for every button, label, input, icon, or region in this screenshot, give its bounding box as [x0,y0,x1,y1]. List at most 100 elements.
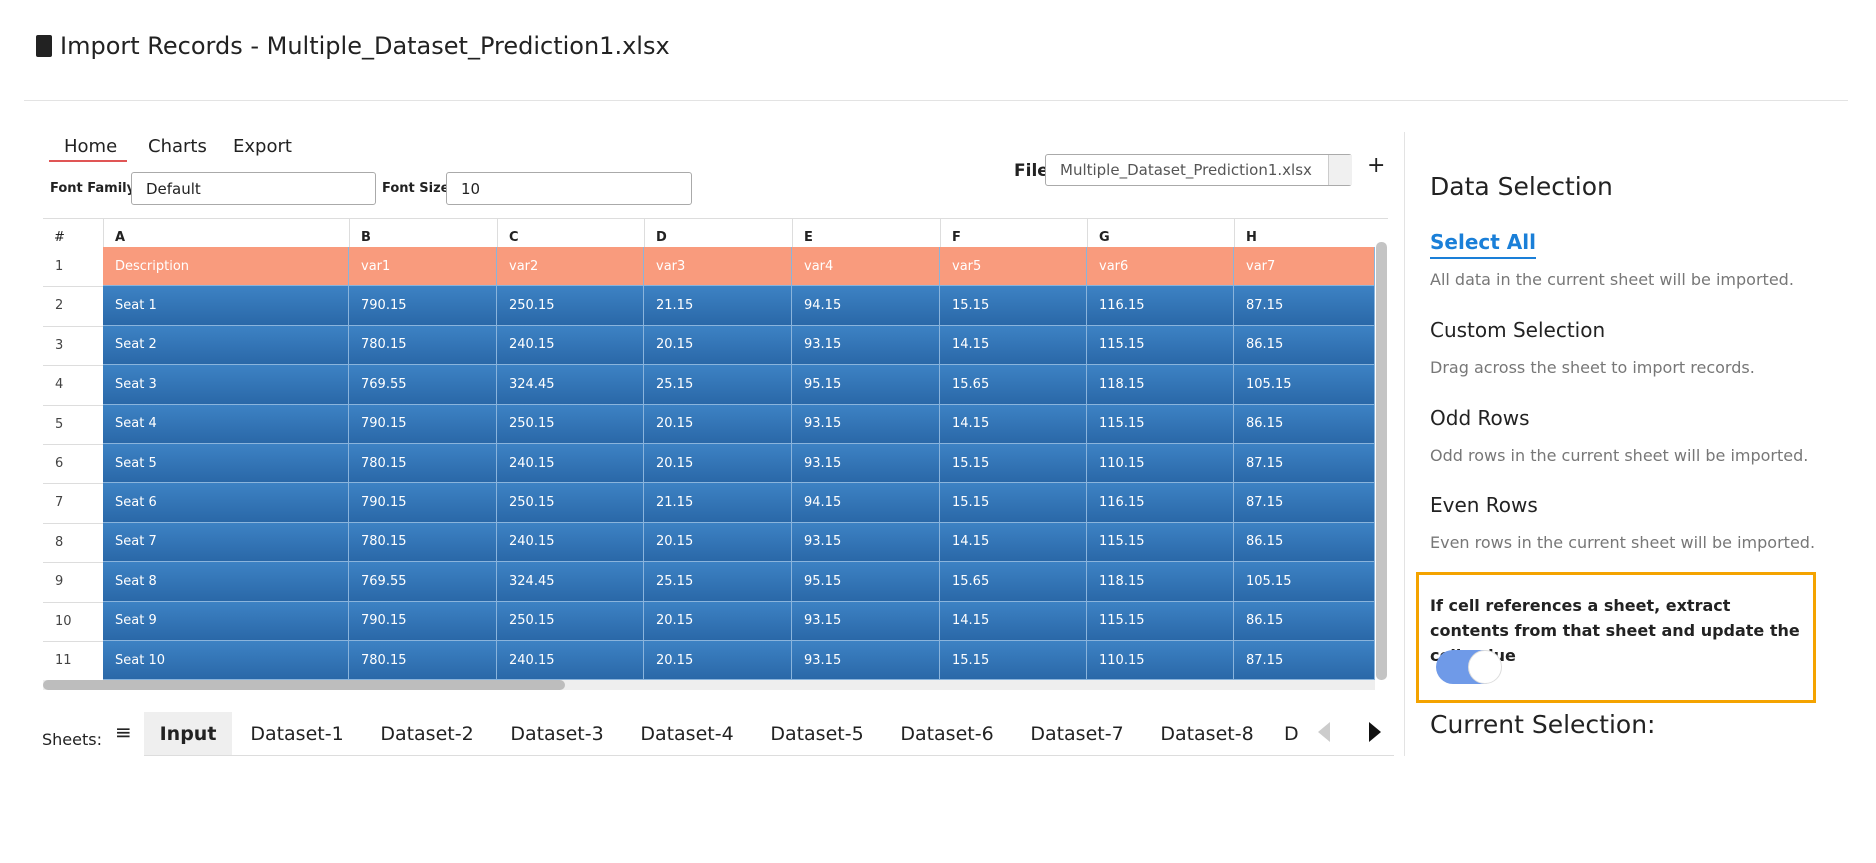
cell: 20.15 [644,601,792,641]
scroll-right[interactable] [1369,722,1381,742]
sheet-line [144,755,1394,756]
sheet-tab[interactable]: Dataset-3 [510,723,604,745]
cell: 94.15 [792,483,940,523]
cell: 105.15 [1234,562,1375,602]
cell: Seat 8 [103,562,349,602]
cell: 115.15 [1087,522,1234,563]
cell: 15.15 [940,286,1087,326]
cell: 118.15 [1087,562,1234,602]
add-button[interactable]: + [1367,153,1386,178]
cell: Seat 10 [103,641,349,680]
row-line [43,365,103,367]
cell: 15.65 [940,365,1087,405]
cell: 93.15 [792,444,940,484]
option-description: Even rows in the current sheet will be i… [1430,533,1816,552]
h-scrollbar[interactable] [43,680,565,690]
scroll-left[interactable] [1318,722,1330,742]
option-title[interactable]: Select All [1430,230,1536,259]
cell: 93.15 [792,325,940,366]
cell: 116.15 [1087,483,1234,523]
cell: 110.15 [1087,444,1234,484]
row-line [43,562,103,564]
sheet-tab[interactable]: Dataset-6 [900,723,994,745]
select[interactable]: Default [131,172,376,205]
cell: 790.15 [349,483,497,523]
sheet-tab[interactable]: D [1284,723,1299,745]
toggle-knob [1468,650,1502,684]
cell: 250.15 [497,601,644,641]
row-line [43,404,103,406]
cell: var7 [1234,247,1375,287]
cell: 790.15 [349,286,497,326]
cell: 20.15 [644,444,792,484]
cell: Seat 9 [103,601,349,641]
cell: 20.15 [644,404,792,444]
cell: 790.15 [349,404,497,444]
menu-tab[interactable]: Charts [148,136,207,157]
label: Font Family: [50,181,141,196]
cell: Seat 5 [103,444,349,484]
column-header: A [115,230,126,245]
row-line [43,641,103,642]
menu-tab[interactable]: Home [64,136,118,157]
sheet-tab[interactable]: Dataset-2 [380,723,474,745]
cell: 21.15 [644,483,792,523]
select[interactable]: 10 [446,172,692,205]
cell: 240.15 [497,641,644,680]
cell: 20.15 [644,325,792,366]
cell: 87.15 [1234,286,1375,326]
cell: 324.45 [497,365,644,405]
dropdown-arrow [1328,155,1352,185]
cell: 116.15 [1087,286,1234,326]
cell: 769.55 [349,365,497,405]
sheet-tab[interactable]: Dataset-1 [250,723,344,745]
cell: 87.15 [1234,444,1375,484]
v-scrollbar[interactable] [1376,242,1387,680]
option-title[interactable]: Odd Rows [1430,406,1530,430]
cell: 15.15 [940,641,1087,680]
cell: 780.15 [349,522,497,563]
cell: var1 [349,247,497,287]
title: Import Records - Multiple_Dataset_Predic… [60,32,670,60]
row-number: 9 [55,574,64,590]
cell: 240.15 [497,444,644,484]
option-title[interactable]: Custom Selection [1430,318,1606,342]
cell: 25.15 [644,365,792,405]
cell: 93.15 [792,601,940,641]
menu-tab[interactable]: Export [233,136,292,157]
cell: 87.15 [1234,641,1375,680]
row-line [43,286,103,288]
cell: 15.65 [940,562,1087,602]
select[interactable]: Multiple_Dataset_Prediction1.xlsx [1045,154,1352,186]
sheet-tab[interactable]: Dataset-7 [1030,723,1124,745]
cell: 15.15 [940,444,1087,484]
sheet-tab[interactable]: Dataset-5 [770,723,864,745]
option-description: All data in the current sheet will be im… [1430,270,1794,289]
option-title[interactable]: Even Rows [1430,493,1538,517]
cell: 25.15 [644,562,792,602]
sheet-tab[interactable]: Dataset-8 [1160,723,1254,745]
row-number: 8 [55,534,64,550]
option-description: Drag across the sheet to import records. [1430,358,1755,377]
sheet-menu[interactable]: ≡ [115,720,132,744]
cell: Seat 4 [103,404,349,444]
cell: var6 [1087,247,1234,287]
cell: 20.15 [644,522,792,563]
cell: 324.45 [497,562,644,602]
cell: Seat 2 [103,325,349,366]
row-number: 1 [55,259,64,274]
cell: 240.15 [497,325,644,366]
sheet-tab[interactable]: Input [144,712,232,756]
cell: 20.15 [644,641,792,680]
cell: 93.15 [792,404,940,444]
grid-border [43,218,1388,219]
panel-title: Data Selection [1430,172,1613,201]
cell: 780.15 [349,641,497,680]
row-line [43,601,103,603]
cell: 86.15 [1234,404,1375,444]
sheet-tab[interactable]: Dataset-4 [640,723,734,745]
cell: 93.15 [792,641,940,680]
cell: 15.15 [940,483,1087,523]
cell: 86.15 [1234,325,1375,366]
highlight-box [1416,572,1816,703]
